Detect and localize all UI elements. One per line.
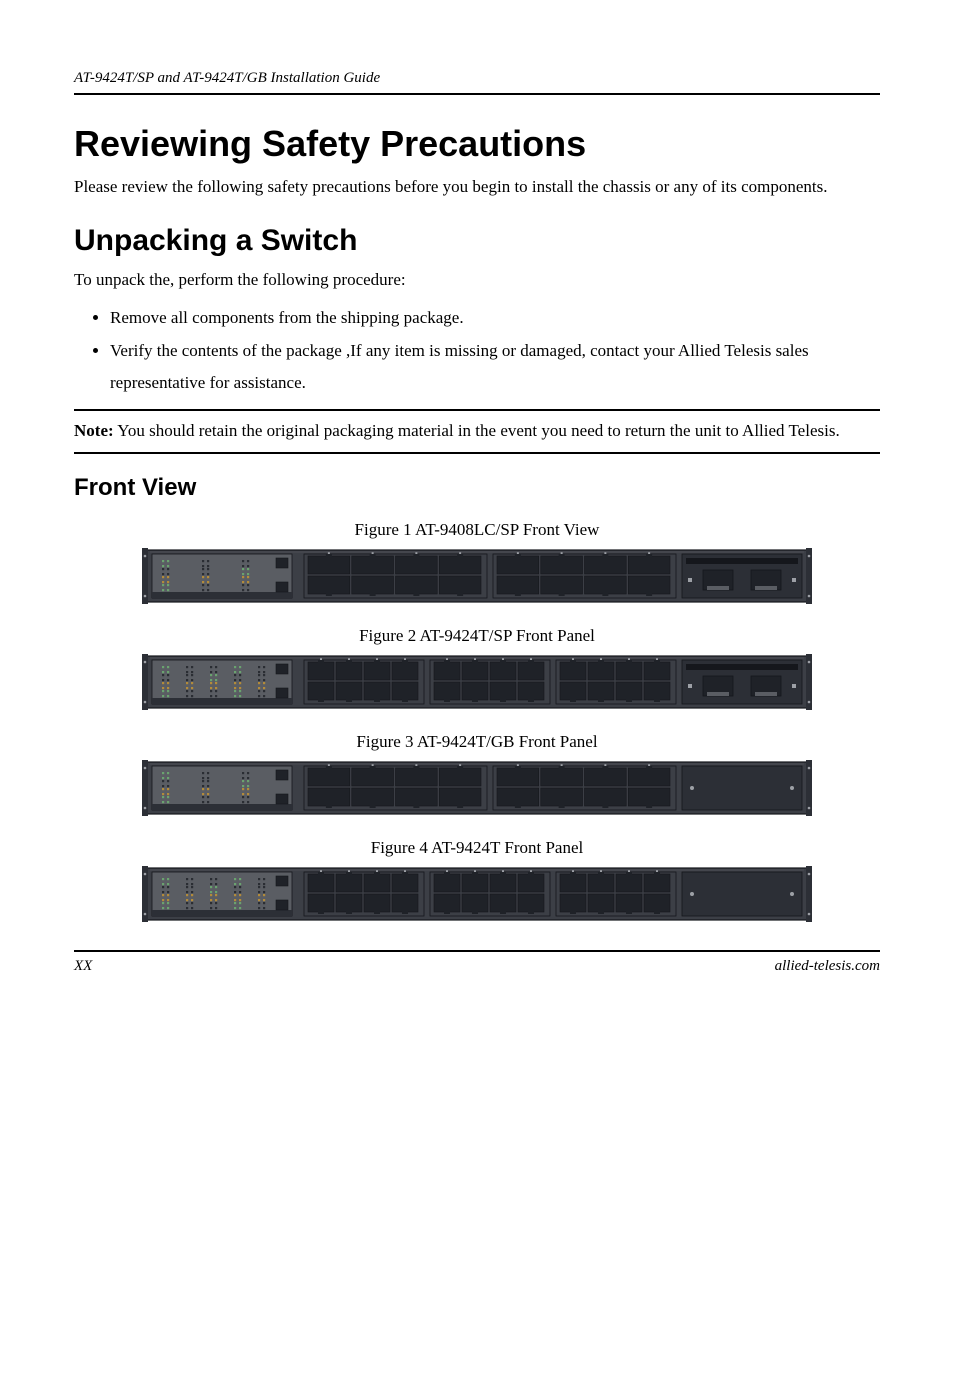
heading-safety: Reviewing Safety Precautions [74, 123, 880, 165]
figure-block: Figure 1 AT-9408LC/SP Front View [74, 520, 880, 604]
page-footer: XX allied-telesis.com [74, 958, 880, 975]
footer-right: allied-telesis.com [775, 958, 880, 975]
note-label: Note: [74, 421, 114, 440]
note-rule-top [74, 409, 880, 411]
heading-unpacking: Unpacking a Switch [74, 224, 880, 258]
figure-caption: Figure 3 AT-9424T/GB Front Panel [74, 732, 880, 752]
switch-illustration [74, 654, 880, 710]
list-item: Remove all components from the shipping … [110, 302, 880, 334]
header-left: AT-9424T/SP and AT-9424T/GB Installation… [74, 70, 380, 87]
figure-caption: Figure 1 AT-9408LC/SP Front View [74, 520, 880, 540]
switch-illustration [74, 866, 880, 922]
switch-diagram [142, 548, 812, 604]
note-block: Note: You should retain the original pac… [74, 419, 880, 444]
heading-front-view: Front View [74, 474, 880, 502]
switch-illustration [74, 548, 880, 604]
footer-left: XX [74, 958, 92, 975]
para-safety: Please review the following safety preca… [74, 175, 880, 200]
switch-diagram [142, 654, 812, 710]
page-header: AT-9424T/SP and AT-9424T/GB Installation… [74, 70, 880, 87]
figure-caption: Figure 2 AT-9424T/SP Front Panel [74, 626, 880, 646]
note-rule-bottom [74, 452, 880, 454]
figure-block: Figure 3 AT-9424T/GB Front Panel [74, 732, 880, 816]
list-item: Verify the contents of the package ,If a… [110, 335, 880, 400]
switch-diagram [142, 760, 812, 816]
unpacking-steps: Remove all components from the shipping … [74, 302, 880, 399]
note-body: You should retain the original packaging… [117, 421, 839, 440]
switch-diagram [142, 866, 812, 922]
switch-illustration [74, 760, 880, 816]
figure-caption: Figure 4 AT-9424T Front Panel [74, 838, 880, 858]
figure-block: Figure 2 AT-9424T/SP Front Panel [74, 626, 880, 710]
footer-rule [74, 950, 880, 952]
figure-block: Figure 4 AT-9424T Front Panel [74, 838, 880, 922]
header-rule [74, 93, 880, 95]
para-unpacking: To unpack the, perform the following pro… [74, 268, 880, 293]
